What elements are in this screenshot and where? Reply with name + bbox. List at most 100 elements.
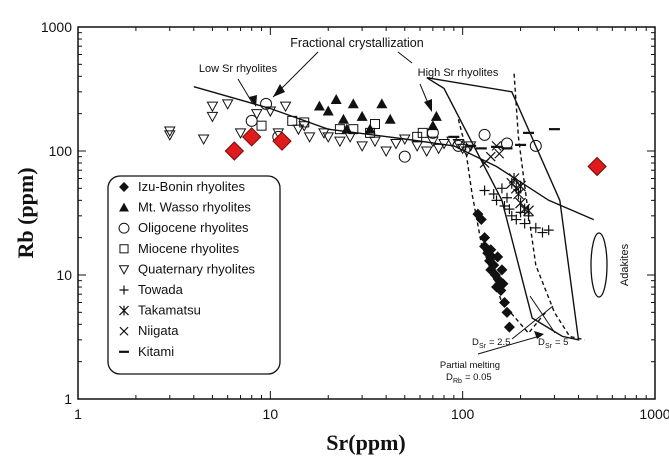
data-points bbox=[163, 94, 607, 333]
point-quaternary-rhyolites bbox=[206, 111, 219, 123]
point-miocene-rhyolites bbox=[334, 124, 345, 135]
legend-label: Towada bbox=[138, 282, 184, 297]
point-quaternary-rhyolites bbox=[279, 101, 292, 113]
arrowhead-low-sr bbox=[249, 95, 257, 107]
point-quaternary-rhyolites bbox=[303, 132, 316, 143]
point-towada bbox=[530, 222, 541, 233]
point-red-diamond bbox=[224, 141, 245, 161]
point-quaternary-rhyolites bbox=[298, 121, 311, 132]
point-mt-wasso-rhyolites bbox=[337, 113, 349, 124]
point-takamatsu bbox=[508, 173, 520, 185]
point-quaternary-rhyolites bbox=[206, 101, 219, 113]
point-towada bbox=[488, 189, 499, 200]
legend-item-quaternary-rhyolites: Quaternary rhyolites bbox=[118, 261, 256, 276]
point-quaternary-rhyolites bbox=[420, 146, 433, 158]
point-izu-bonin-rhyolites bbox=[479, 232, 491, 244]
dsr-5-sub: Sr bbox=[545, 343, 553, 350]
legend-item-niigata: Niigata bbox=[119, 323, 179, 338]
point-quaternary-rhyolites bbox=[369, 136, 381, 148]
legend-label: Kitami bbox=[138, 344, 174, 359]
dsr-25-eq: = 2.5 bbox=[489, 337, 510, 348]
legend-box bbox=[107, 175, 281, 375]
point-izu-bonin-rhyolites bbox=[498, 297, 510, 309]
line-melting-dsr-5 bbox=[513, 73, 585, 341]
point-quaternary-rhyolites bbox=[234, 128, 247, 139]
arrow-low-sr bbox=[237, 78, 254, 105]
point-quaternary-rhyolites bbox=[292, 124, 305, 136]
legend-item-towada: Towada bbox=[119, 282, 184, 297]
legend-label: Mt. Wasso rhyolites bbox=[138, 200, 251, 215]
x-tick-label: 1 bbox=[74, 406, 82, 422]
point-mt-wasso-rhyolites bbox=[347, 98, 359, 109]
point-quaternary-rhyolites bbox=[398, 134, 411, 146]
line-melting-dsr-2.5 bbox=[457, 119, 547, 335]
point-mt-wasso-rhyolites bbox=[330, 94, 342, 104]
legend-marker bbox=[119, 202, 129, 212]
annotation-low-sr-rhyolites: Low Sr rhyolites bbox=[199, 63, 278, 75]
x-tick-label: 1000 bbox=[639, 406, 669, 422]
legend-item-miocene-rhyolites: Miocene rhyolites bbox=[119, 241, 240, 256]
legend-label: Oligocene rhyolites bbox=[138, 220, 249, 235]
annotation-adakites: Adakites bbox=[619, 243, 631, 286]
legend-marker bbox=[119, 285, 129, 295]
point-mt-wasso-rhyolites bbox=[313, 100, 325, 111]
point-izu-bonin-rhyolites bbox=[503, 321, 515, 333]
point-oligocene-rhyolites bbox=[398, 150, 411, 163]
legend-marker bbox=[119, 326, 129, 336]
arrowhead-partial-melting bbox=[534, 331, 544, 339]
point-quaternary-rhyolites bbox=[356, 141, 368, 152]
point-quaternary-rhyolites bbox=[334, 136, 346, 148]
drb-eq: = 0.05 bbox=[465, 372, 492, 383]
x-tick-label: 100 bbox=[451, 406, 475, 422]
point-takamatsu bbox=[523, 205, 534, 217]
axis-ticks bbox=[77, 27, 655, 400]
line-high-sr-envelope bbox=[426, 77, 580, 341]
adakites-field bbox=[590, 232, 608, 298]
point-towada bbox=[504, 204, 515, 215]
point-miocene-rhyolites bbox=[417, 127, 428, 138]
dsr-5-d: D bbox=[538, 337, 545, 348]
arrow-heads bbox=[249, 84, 544, 339]
point-quaternary-rhyolites bbox=[322, 132, 335, 143]
point-towada bbox=[501, 192, 512, 203]
point-towada bbox=[543, 225, 554, 236]
y-tick-label: 100 bbox=[49, 143, 73, 159]
point-oligocene-rhyolites bbox=[452, 139, 465, 152]
point-quaternary-rhyolites bbox=[427, 136, 439, 148]
point-quaternary-rhyolites bbox=[163, 130, 176, 141]
line-low-sr-trend bbox=[193, 86, 594, 221]
drb-sub: Rb bbox=[453, 378, 462, 385]
point-quaternary-rhyolites bbox=[380, 146, 392, 158]
annotation-high-sr-rhyolites: High Sr rhyolites bbox=[418, 67, 499, 79]
dsr-25-sub: Sr bbox=[479, 343, 487, 350]
point-oligocene-rhyolites bbox=[529, 139, 542, 152]
axis-tick-labels: 1 10 100 1000 1 10 100 1000 bbox=[41, 19, 669, 422]
dsr-5-eq: = 5 bbox=[555, 337, 568, 348]
point-niigata bbox=[485, 151, 496, 162]
x-axis-title: Sr(ppm) bbox=[326, 430, 405, 455]
point-quaternary-rhyolites bbox=[344, 132, 356, 143]
point-quaternary-rhyolites bbox=[221, 99, 234, 110]
y-tick-label: 1000 bbox=[41, 19, 72, 35]
plot-area-frame bbox=[77, 26, 656, 400]
point-izu-bonin-rhyolites bbox=[496, 264, 508, 276]
trend-lines bbox=[193, 73, 594, 341]
point-mt-wasso-rhyolites bbox=[356, 110, 368, 121]
point-izu-bonin-rhyolites bbox=[497, 278, 509, 290]
point-takamatsu bbox=[515, 180, 526, 192]
drb-d: D bbox=[446, 372, 453, 383]
point-miocene-rhyolites bbox=[369, 119, 380, 130]
legend-item-mt-wasso-rhyolites: Mt. Wasso rhyolites bbox=[119, 200, 251, 215]
point-red-diamond bbox=[272, 131, 292, 151]
point-towada bbox=[519, 218, 530, 229]
point-towada bbox=[511, 214, 522, 225]
point-towada bbox=[491, 195, 502, 206]
point-miocene-rhyolites bbox=[348, 124, 359, 135]
point-niigata bbox=[494, 148, 505, 159]
point-izu-bonin-rhyolites bbox=[486, 251, 498, 263]
arrow-dsr-25 bbox=[511, 305, 554, 340]
point-quaternary-rhyolites bbox=[460, 146, 473, 158]
point-mt-wasso-rhyolites bbox=[384, 113, 396, 124]
y-axis-title: Rb (ppm) bbox=[13, 167, 38, 258]
